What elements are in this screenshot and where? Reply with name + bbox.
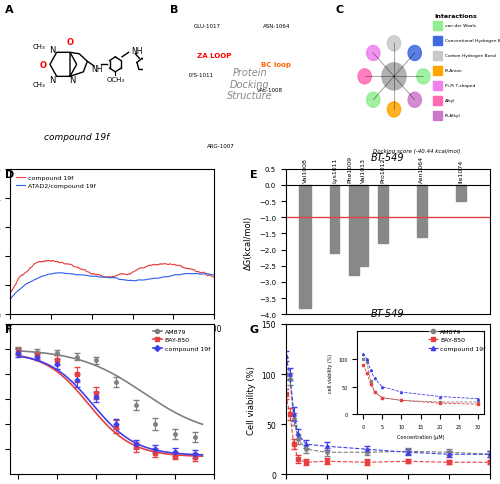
Bar — [432, 37, 442, 45]
Text: Pro1012: Pro1012 — [380, 157, 386, 183]
Text: C: C — [335, 5, 343, 15]
compound 19f — [118, 272, 124, 277]
Bar — [432, 112, 442, 121]
Text: Phe1009: Phe1009 — [348, 156, 352, 183]
Text: GLU-1017: GLU-1017 — [194, 24, 221, 29]
Text: NH: NH — [91, 65, 102, 74]
Circle shape — [382, 64, 406, 91]
Text: Alkyl: Alkyl — [444, 99, 455, 103]
Text: OCH₃: OCH₃ — [106, 77, 124, 83]
Legend: AM879, BAY-850, compound 19f: AM879, BAY-850, compound 19f — [152, 327, 211, 352]
Text: VAL-1008: VAL-1008 — [256, 88, 282, 93]
Text: N: N — [50, 45, 56, 55]
Text: A: A — [5, 5, 14, 15]
Text: Carbon Hydrogen Bond: Carbon Hydrogen Bond — [444, 54, 496, 58]
Legend: compound 19f, ATAD2/compound 19f: compound 19f, ATAD2/compound 19f — [13, 172, 98, 191]
Text: Val1013: Val1013 — [361, 158, 366, 183]
Text: LYS-1011: LYS-1011 — [188, 73, 214, 78]
compound 19f — [175, 263, 181, 269]
ATAD2/compound 19f — [129, 278, 135, 284]
Text: Pi-Pi T-shaped: Pi-Pi T-shaped — [444, 84, 475, 88]
Bar — [456, 185, 466, 202]
Bar — [358, 185, 368, 266]
Bar — [417, 185, 427, 237]
Text: O: O — [66, 38, 73, 47]
Title: BT-549: BT-549 — [371, 153, 404, 163]
X-axis label: Time(ns): Time(ns) — [94, 339, 130, 348]
Line: compound 19f: compound 19f — [10, 261, 214, 294]
Text: E: E — [250, 169, 258, 180]
Text: ARG-1007: ARG-1007 — [208, 144, 235, 149]
Bar — [330, 185, 339, 253]
ATAD2/compound 19f — [118, 277, 124, 283]
Text: G: G — [250, 324, 259, 334]
Line: ATAD2/compound 19f: ATAD2/compound 19f — [10, 273, 214, 300]
Text: O: O — [40, 60, 47, 70]
Text: N: N — [50, 76, 56, 85]
Bar — [432, 97, 442, 106]
Circle shape — [388, 37, 400, 52]
Text: van der Waals: van der Waals — [444, 24, 476, 28]
Bar — [300, 185, 311, 308]
Circle shape — [366, 93, 380, 108]
ATAD2/compound 19f — [212, 272, 218, 278]
ATAD2/compound 19f — [106, 275, 112, 281]
Circle shape — [366, 46, 380, 61]
Text: D: D — [5, 169, 14, 180]
Text: BC loop: BC loop — [260, 61, 290, 68]
Text: compound 19f: compound 19f — [44, 133, 110, 142]
Text: B: B — [170, 5, 178, 15]
Circle shape — [388, 103, 400, 118]
compound 19f — [7, 291, 13, 297]
compound 19f — [207, 272, 213, 278]
Text: Ile1074: Ile1074 — [458, 160, 464, 183]
compound 19f — [106, 274, 112, 280]
Circle shape — [358, 70, 372, 85]
Bar — [432, 67, 442, 76]
Text: CH₃: CH₃ — [33, 44, 46, 50]
Text: N: N — [70, 76, 76, 85]
Text: Asn1064: Asn1064 — [420, 156, 424, 183]
ATAD2/compound 19f — [7, 297, 13, 303]
Y-axis label: Cell viability (%): Cell viability (%) — [247, 365, 256, 434]
Bar — [378, 185, 388, 243]
Text: Pi-Alkyl: Pi-Alkyl — [444, 114, 460, 118]
Text: Val1008: Val1008 — [302, 158, 308, 183]
ATAD2/compound 19f — [175, 272, 181, 278]
Circle shape — [408, 46, 422, 61]
Bar — [349, 185, 358, 276]
compound 19f — [46, 258, 52, 264]
compound 19f — [104, 274, 110, 280]
Text: ZA LOOP: ZA LOOP — [196, 53, 231, 59]
Title: BT-549: BT-549 — [371, 308, 404, 318]
Text: Pi-Anion: Pi-Anion — [444, 69, 462, 73]
ATAD2/compound 19f — [57, 270, 63, 276]
Text: CH₃: CH₃ — [33, 82, 46, 88]
Circle shape — [408, 93, 422, 108]
Text: Protein
Docking
Structure: Protein Docking Structure — [227, 68, 273, 101]
Text: F: F — [5, 324, 12, 334]
Legend: AM879, BAY-850, compound 19f: AM879, BAY-850, compound 19f — [427, 327, 487, 352]
Text: Docking score (-40.44 kcal/mol): Docking score (-40.44 kcal/mol) — [373, 148, 460, 153]
Circle shape — [416, 70, 430, 85]
Text: Lys1011: Lys1011 — [332, 158, 337, 183]
compound 19f — [212, 275, 218, 281]
Bar — [432, 22, 442, 30]
compound 19f — [129, 270, 135, 276]
Text: Conventional Hydrogen Bond: Conventional Hydrogen Bond — [444, 39, 500, 43]
Bar — [432, 82, 442, 91]
ATAD2/compound 19f — [207, 272, 213, 278]
Y-axis label: ΔG(kcal/mol): ΔG(kcal/mol) — [244, 215, 254, 269]
Text: ASN-1064: ASN-1064 — [264, 24, 290, 29]
Bar — [432, 52, 442, 60]
Text: NH: NH — [132, 47, 143, 56]
Text: Interactions: Interactions — [434, 14, 477, 19]
ATAD2/compound 19f — [104, 275, 110, 281]
